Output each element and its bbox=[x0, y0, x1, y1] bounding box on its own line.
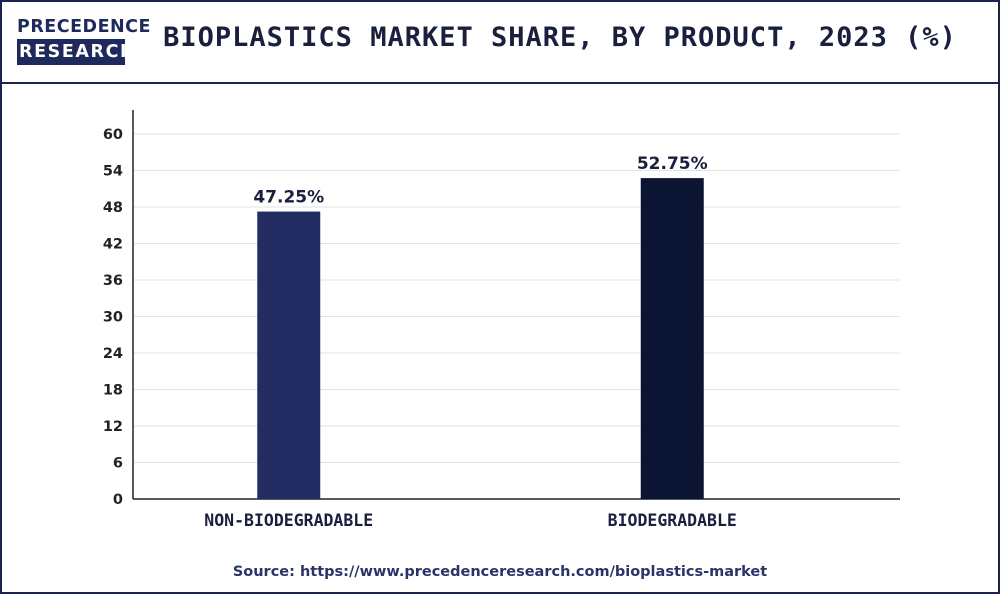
source-note: Source: https://www.precedenceresearch.c… bbox=[232, 564, 768, 580]
data-label: 52.75% bbox=[637, 154, 708, 174]
y-tick-label: 6 bbox=[113, 456, 123, 472]
y-tick-label: 60 bbox=[103, 127, 123, 143]
y-tick-label: 24 bbox=[103, 346, 123, 362]
y-tick-label: 48 bbox=[103, 200, 123, 216]
y-tick-label: 0 bbox=[113, 492, 123, 508]
brand-logo: PRECEDENCE RESEARCH bbox=[17, 15, 151, 69]
x-category-label: BIODEGRADABLE bbox=[608, 511, 737, 530]
chart-header: PRECEDENCE RESEARCH BIOPLASTICS MARKET S… bbox=[2, 2, 998, 84]
bar-chart: 0 6 12 18 24 30 36 42 48 54 60 47.25% NON-BIODEGRADA… bbox=[103, 110, 900, 530]
logo-bottom-text: RESEARCH bbox=[17, 39, 135, 65]
y-tick-label: 54 bbox=[103, 164, 123, 180]
logo-top-text: PRECEDENCE bbox=[17, 17, 151, 37]
y-tick-label: 12 bbox=[103, 419, 123, 435]
y-tick-label: 36 bbox=[103, 273, 123, 289]
y-tick-label: 42 bbox=[103, 237, 123, 253]
y-tick-label: 30 bbox=[103, 310, 123, 326]
x-category-label: NON-BIODEGRADABLE bbox=[204, 511, 373, 530]
bar-non-biodegradable bbox=[257, 211, 321, 499]
bar-biodegradable bbox=[640, 178, 704, 499]
data-label: 47.25% bbox=[253, 188, 324, 208]
chart-title: BIOPLASTICS MARKET SHARE, BY PRODUCT, 20… bbox=[163, 22, 957, 53]
y-tick-label: 18 bbox=[103, 383, 123, 399]
